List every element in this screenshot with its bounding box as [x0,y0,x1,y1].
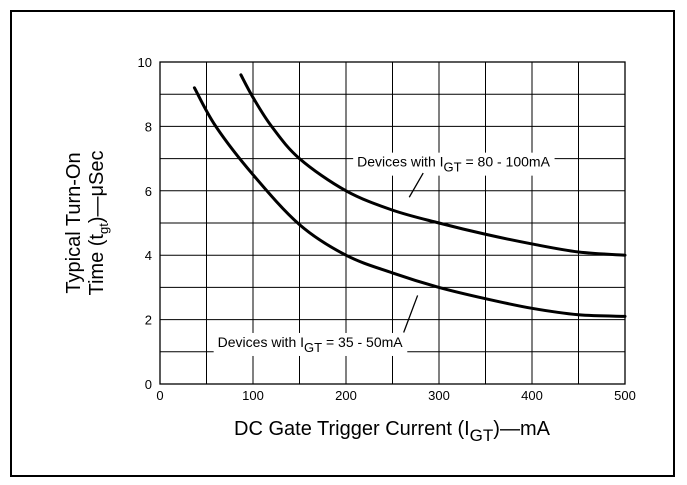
y-tick-8: 8 [145,119,152,134]
x-tick-500: 500 [614,388,636,403]
series-line-1 [192,86,627,318]
y-tick-6: 6 [145,184,152,199]
y-axis-title-tail: )—μSec [86,151,108,224]
x-axis-title: DC Gate Trigger Current (IGT)—mA [234,418,551,445]
annotation-35-50-pre: Devices with I [218,334,304,350]
x-axis-title-tail: )—mA [493,418,550,440]
series-line-0 [239,73,627,257]
chart-frame [10,10,675,477]
y-tick-4: 4 [145,248,152,263]
annotation-80-100-pre: Devices with I [357,154,443,170]
y-axis-title-line1: Typical Turn-On [63,152,85,293]
y-axis-title-line2: Time (tgt)—μSec [86,151,111,296]
x-tick-100: 100 [242,388,264,403]
annotation-80-100-bg [353,152,555,176]
plot-border [159,61,626,385]
x-tick-200: 200 [335,388,357,403]
annotation-80-100-post: = 80 - 100mA [462,154,551,170]
annotation-35-50-text: Devices with IGT = 35 - 50mA [218,334,404,355]
x-tick-300: 300 [428,388,450,403]
annotation-35-50: Devices with IGT = 35 - 50mA [213,295,419,356]
annotation-35-50-sub: GT [304,340,322,355]
x-axis-title-pre: DC Gate Trigger Current (I [234,418,470,440]
annotation-35-50-leader [403,295,419,333]
y-axis-title: Typical Turn-On Time (tgt)—μSec [63,151,111,296]
y-tick-2: 2 [145,313,152,328]
y-axis-title-pre: Time (t [86,234,108,296]
x-tick-400: 400 [521,388,543,403]
annotation-80-100-text: Devices with IGT = 80 - 100mA [357,154,550,175]
annotation-35-50-bg [213,332,408,356]
annotation-80-100-leader [408,172,424,198]
x-tick-0: 0 [156,388,163,403]
y-tick-0: 0 [145,377,152,392]
y-tick-10: 10 [138,55,152,70]
series-lines [192,73,627,318]
tick-labels: 0 100 200 300 400 500 0 2 4 6 8 10 [138,55,636,403]
x-axis-title-sub: GT [470,426,494,445]
annotation-80-100-sub: GT [444,160,462,175]
annotation-35-50-post: = 35 - 50mA [322,334,403,350]
annotation-80-100: Devices with IGT = 80 - 100mA [353,152,555,198]
y-axis-title-sub: gt [96,223,111,234]
